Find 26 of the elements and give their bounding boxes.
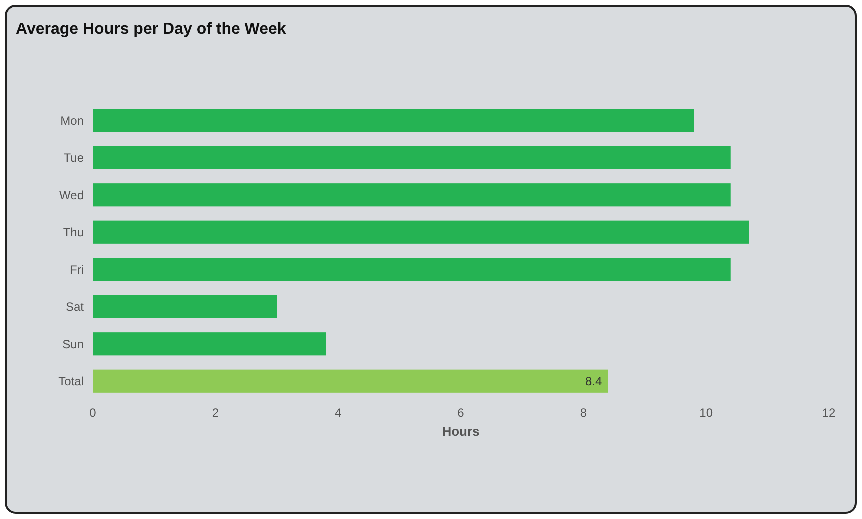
- x-tick-label: 12: [822, 406, 836, 420]
- y-tick-label: Tue: [64, 151, 84, 166]
- bar: [93, 220, 750, 244]
- y-tick-label: Total: [58, 374, 84, 389]
- x-axis-title: Hours: [442, 424, 480, 439]
- x-tick-label: 10: [700, 406, 714, 420]
- x-tick-label: 4: [334, 406, 342, 420]
- y-tick-label: Fri: [70, 262, 84, 277]
- x-tick-label: 0: [90, 406, 97, 420]
- x-tick-label: 8: [580, 406, 588, 420]
- y-tick-label: Thu: [63, 226, 84, 240]
- chart-title: Average Hours per Day of the Week: [16, 21, 286, 38]
- bar: [93, 184, 731, 207]
- y-tick-label: Sun: [62, 337, 84, 352]
- y-tick-label: Sat: [66, 300, 85, 314]
- bar: [93, 109, 694, 132]
- bar: [93, 258, 731, 282]
- x-tick-label: 2: [212, 406, 220, 420]
- y-tick-label: Wed: [60, 188, 84, 202]
- bar: [93, 332, 326, 356]
- data-label: 8.4: [586, 374, 603, 389]
- y-tick-label: Mon: [60, 114, 84, 128]
- x-tick-label: 6: [458, 406, 465, 420]
- bar: [93, 146, 731, 170]
- bar: [93, 295, 277, 318]
- bar: [93, 370, 608, 393]
